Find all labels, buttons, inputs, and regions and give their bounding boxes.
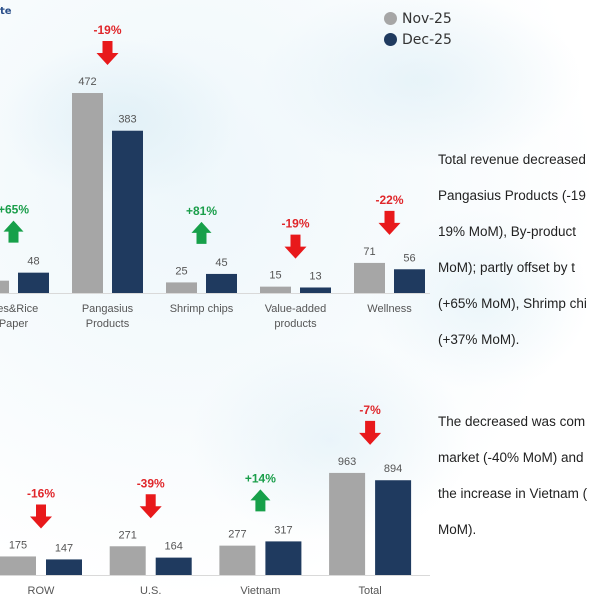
legend-label-dec: Dec-25 — [402, 31, 452, 48]
bar-dec — [394, 269, 425, 293]
category-label: dles&Rice — [0, 303, 38, 315]
data-label-nov: 277 — [228, 529, 246, 541]
change-label: -19% — [93, 23, 121, 37]
bar-nov — [329, 472, 366, 575]
bar-dec — [155, 557, 192, 575]
commentary-line: MoM). — [438, 522, 477, 537]
change-label: +14% — [245, 471, 276, 485]
change-label: -16% — [27, 486, 55, 500]
change-label: -19% — [281, 217, 309, 231]
bar-nov — [166, 282, 197, 293]
data-label-dec: 13 — [309, 270, 321, 282]
change-label: -39% — [137, 476, 165, 490]
data-label-dec: 56 — [403, 252, 415, 264]
bar-nov — [219, 545, 256, 575]
change-label: +65% — [0, 203, 29, 217]
category-label: Products — [86, 318, 130, 330]
bar-dec — [375, 480, 412, 575]
commentary-line: 19% MoM), By-product — [438, 224, 577, 239]
data-label-nov: 271 — [119, 529, 137, 541]
data-label-nov: 15 — [269, 270, 281, 282]
arrow-up-icon — [3, 220, 24, 243]
data-label-dec: 894 — [384, 463, 402, 475]
data-label-dec: 317 — [274, 524, 292, 536]
arrow-up-icon — [191, 221, 212, 244]
commentary-line: MoM); partly offset by t — [438, 260, 576, 275]
arrow-down-icon — [139, 494, 162, 519]
arrow-down-icon — [359, 420, 382, 445]
commentary-line: market (-40% MoM) and — [438, 450, 584, 465]
legend-label-nov: Nov-25 — [402, 10, 452, 27]
bar-dec — [206, 273, 237, 293]
bar-nov — [354, 262, 385, 293]
data-label-nov: 175 — [9, 539, 27, 551]
bar-dec — [300, 287, 331, 293]
commentary-line: (+37% MoM). — [438, 332, 520, 347]
data-label-dec: 383 — [118, 114, 136, 126]
commentary-line: the increase in Vietnam ( — [438, 486, 588, 501]
data-label-nov: 963 — [338, 456, 356, 468]
data-label-nov: 71 — [363, 246, 375, 258]
arrow-down-icon — [284, 234, 307, 259]
commentary-line: Pangasius Products (-19 — [438, 188, 586, 203]
legend-swatch-nov — [384, 12, 397, 25]
bar-nov — [260, 286, 291, 293]
bar-nov — [0, 280, 9, 293]
bar-dec — [112, 130, 143, 293]
category-label: ROW — [28, 585, 56, 597]
arrow-down-icon — [378, 210, 401, 235]
category-label: Shrimp chips — [170, 303, 234, 315]
category-label: Paper — [0, 318, 29, 330]
change-label: -7% — [359, 403, 381, 417]
bar-dec — [46, 559, 82, 575]
commentary-line: The decreased was com — [438, 414, 586, 429]
arrow-down-icon — [96, 41, 119, 66]
legend-item-dec: Dec-25 — [384, 29, 452, 50]
data-label-dec: 48 — [27, 256, 39, 268]
category-label: Vietnam — [240, 585, 280, 597]
change-label: +81% — [186, 204, 217, 218]
category-label: U.S. — [140, 585, 161, 597]
change-label: -22% — [375, 193, 403, 207]
category-label: Wellness — [367, 303, 412, 315]
commentary-paragraph-2: The decreased was com market (-40% MoM) … — [438, 404, 600, 548]
commentary-line: Total revenue decreased — [438, 152, 586, 167]
chart-title-fragment: te — [0, 6, 12, 17]
bar-nov — [72, 93, 103, 293]
legend: Nov-25 Dec-25 — [384, 8, 452, 50]
commentary-paragraph-1: Total revenue decreased Pangasius Produc… — [438, 142, 600, 358]
legend-swatch-dec — [384, 33, 397, 46]
data-label-nov: 25 — [175, 265, 187, 277]
arrow-up-icon — [250, 489, 271, 512]
category-label: Value-added — [265, 303, 327, 315]
data-label-dec: 147 — [55, 542, 73, 554]
arrow-down-icon — [30, 504, 52, 529]
category-label: products — [274, 318, 317, 330]
bar-nov — [109, 546, 146, 575]
bar-dec — [265, 541, 302, 575]
bar-nov — [0, 556, 36, 575]
data-label-dec: 45 — [215, 257, 227, 269]
commentary-line: (+65% MoM), Shrimp chi — [438, 296, 587, 311]
data-label-dec: 164 — [165, 541, 183, 553]
category-label: Pangasius — [82, 303, 134, 315]
data-label-nov: 472 — [78, 76, 96, 88]
legend-item-nov: Nov-25 — [384, 8, 452, 29]
bar-dec — [18, 272, 49, 293]
category-label: Total — [358, 585, 381, 597]
